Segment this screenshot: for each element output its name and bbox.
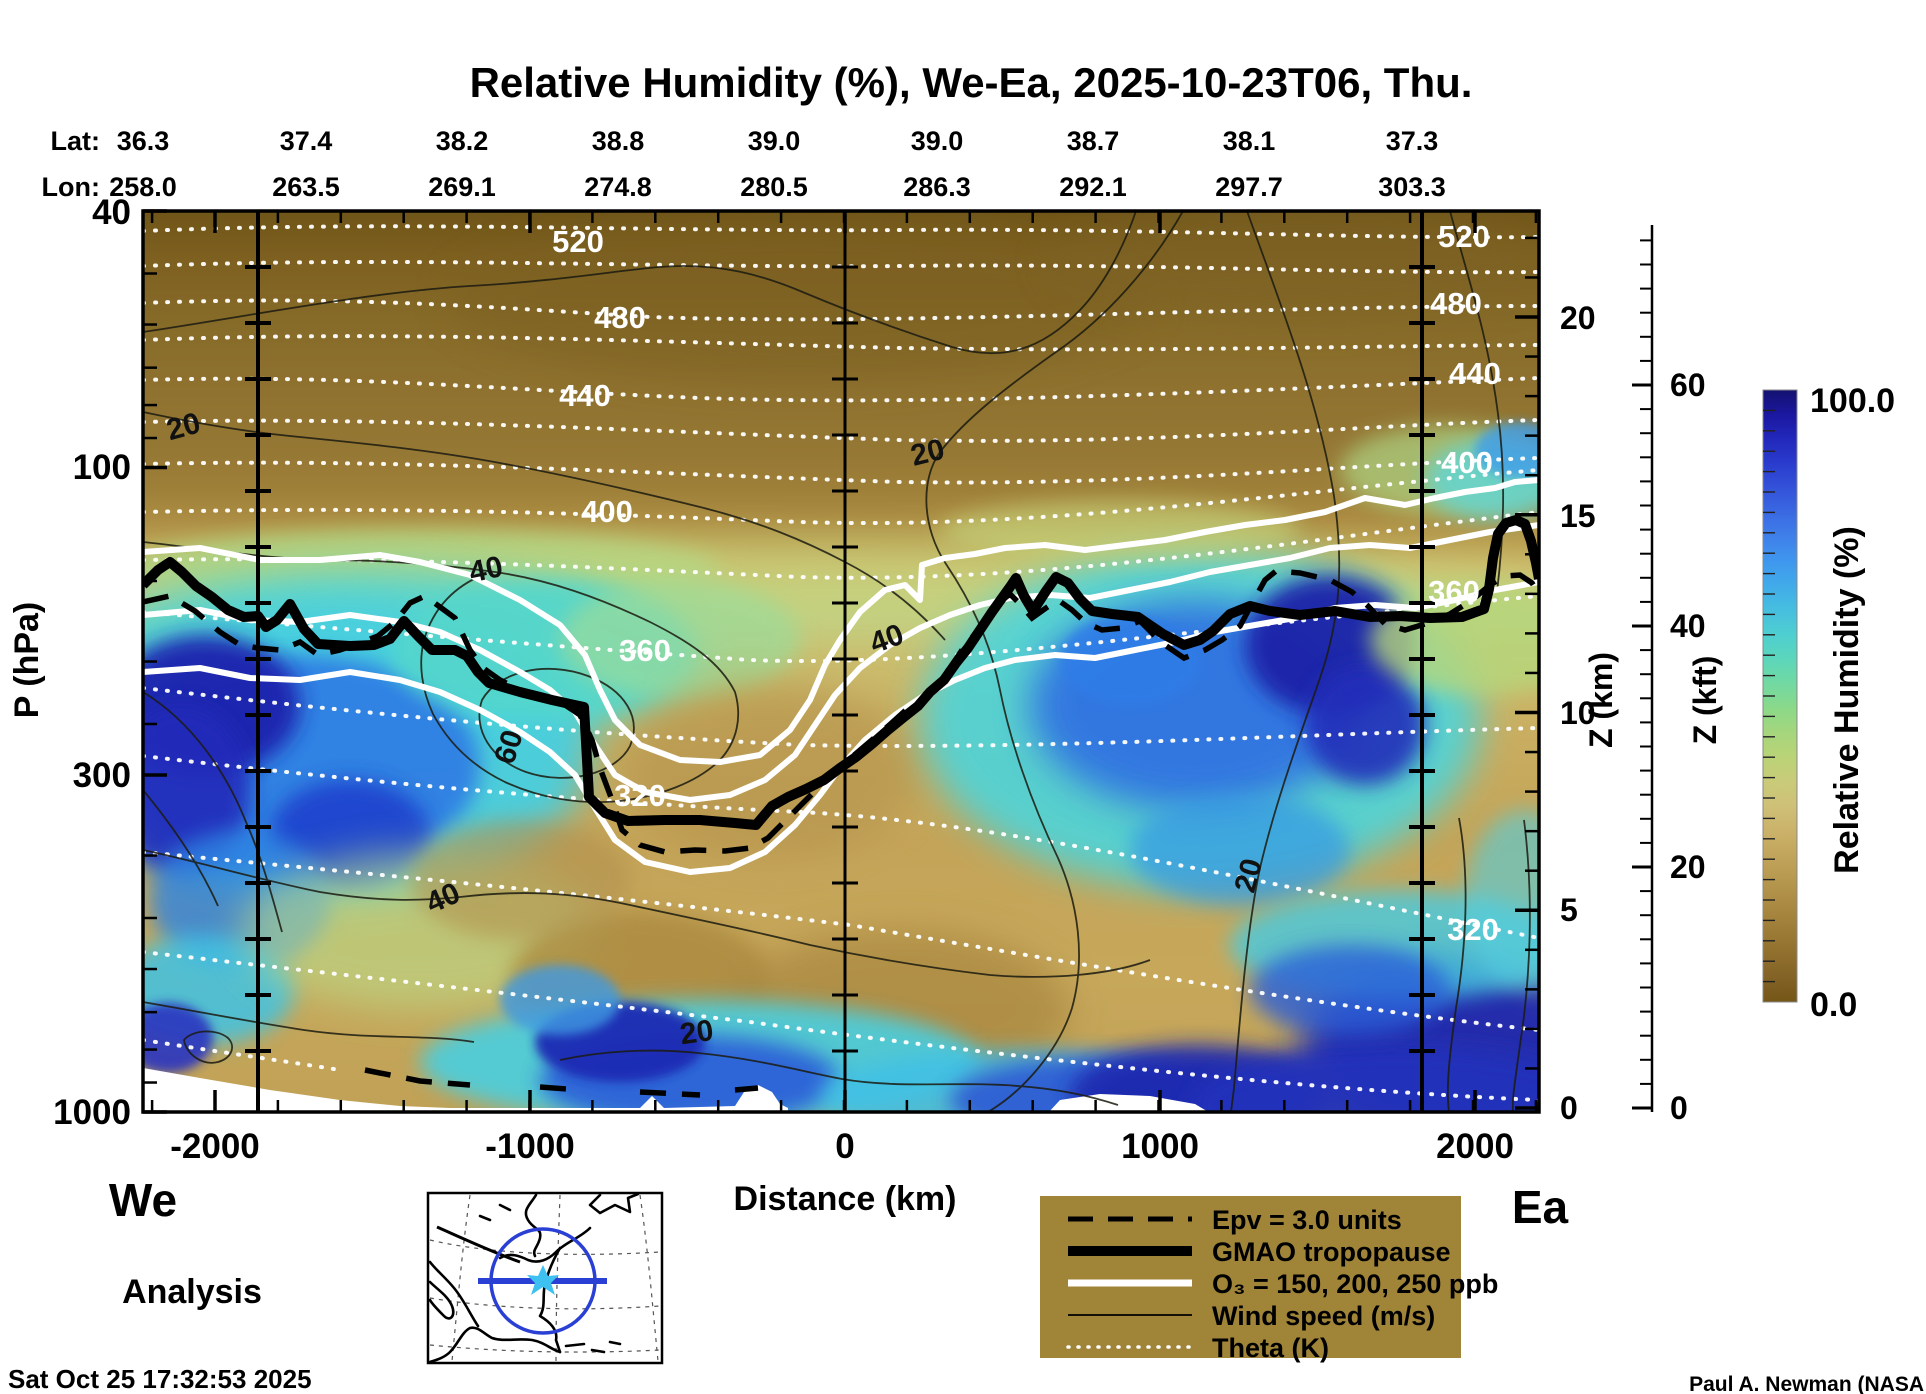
svg-text:20: 20 [678,1014,716,1051]
map-inset [426,1191,664,1365]
svg-text:5: 5 [1560,892,1578,928]
svg-text:0: 0 [835,1127,854,1166]
map-coastlines [428,1192,640,1364]
missing-data-region [143,1068,1209,1112]
svg-text:38.1: 38.1 [1223,126,1276,156]
svg-text:38.8: 38.8 [592,126,645,156]
svg-text:40: 40 [92,193,131,232]
svg-text:36.3: 36.3 [117,126,170,156]
colorbar-min: 0.0 [1810,986,1857,1024]
svg-text:320: 320 [1447,912,1499,947]
svg-text:274.8: 274.8 [584,172,652,202]
svg-text:60: 60 [1670,367,1706,403]
svg-text:297.7: 297.7 [1215,172,1283,202]
svg-text:292.1: 292.1 [1059,172,1127,202]
z-km-axis: 20 15 10 5 0 Z (km) [1560,300,1619,1126]
map-center-star [527,1265,559,1295]
legend-wind-label: Wind speed (m/s) [1212,1301,1435,1331]
timestamp: Sat Oct 25 17:32:53 2025 [8,1364,312,1394]
svg-text:-1000: -1000 [485,1127,575,1166]
svg-text:480: 480 [594,300,646,335]
map-transect-path [436,1225,521,1264]
z-kft-axis: 60 40 20 0 Z (kft) [1632,225,1723,1126]
svg-text:520: 520 [552,224,604,259]
svg-text:40: 40 [466,550,506,589]
figure-title: Relative Humidity (%), We-Ea, 2025-10-23… [470,59,1473,106]
svg-text:440: 440 [559,378,611,413]
svg-text:440: 440 [1449,356,1501,391]
west-endpoint-label: We [109,1174,177,1226]
svg-text:1000: 1000 [53,1093,131,1132]
waypoint-reference-lines [245,211,1435,1112]
humidity-field: 520 480 440 400 360 320 520 480 440 400 … [143,211,1539,1112]
tropopause-line [143,515,1539,830]
lon-row: Lon: 258.0 263.5 269.1 274.8 280.5 286.3… [42,172,1446,202]
wind-speed-contours [143,211,1531,1112]
legend-tropopause-label: GMAO tropopause [1212,1237,1451,1267]
axis-ticks [143,209,1539,1114]
svg-text:480: 480 [1430,286,1482,321]
svg-text:37.4: 37.4 [280,126,333,156]
svg-text:360: 360 [619,633,671,668]
svg-text:39.0: 39.0 [911,126,964,156]
svg-text:286.3: 286.3 [903,172,971,202]
svg-text:15: 15 [1560,498,1596,534]
svg-text:-2000: -2000 [170,1127,260,1166]
lat-row: Lat: 36.3 37.4 38.2 38.8 39.0 39.0 38.7 … [51,126,1439,156]
colorbar: 100.0 0.0 Relative Humidity (%) [1762,382,1895,1024]
svg-text:0: 0 [1670,1090,1688,1126]
svg-text:280.5: 280.5 [740,172,808,202]
east-endpoint-label: Ea [1512,1181,1569,1233]
svg-text:300: 300 [73,756,131,795]
svg-text:38.2: 38.2 [436,126,489,156]
svg-text:360: 360 [1428,574,1480,609]
credit: Paul A. Newman (NASA [1689,1373,1924,1394]
svg-text:520: 520 [1438,219,1490,254]
svg-text:269.1: 269.1 [428,172,496,202]
svg-text:263.5: 263.5 [272,172,340,202]
svg-text:20: 20 [1670,849,1706,885]
theta-contour-labels: 520 480 440 400 360 320 520 480 440 400 … [552,219,1501,947]
svg-text:2000: 2000 [1436,1127,1514,1166]
svg-text:Z (kft): Z (kft) [1687,656,1723,745]
svg-text:Distance (km): Distance (km) [734,1180,957,1218]
svg-text:258.0: 258.0 [109,172,177,202]
svg-text:100: 100 [73,448,131,487]
svg-text:0: 0 [1560,1090,1578,1126]
svg-text:303.3: 303.3 [1378,172,1446,202]
svg-text:39.0: 39.0 [748,126,801,156]
svg-text:20: 20 [1560,300,1596,336]
legend-theta-label: Theta (K) [1212,1333,1329,1363]
svg-text:Z (km): Z (km) [1583,652,1619,748]
svg-text:10: 10 [1560,695,1596,731]
colorbar-title: Relative Humidity (%) [1828,526,1866,874]
svg-text:P (hPa): P (hPa) [8,602,46,719]
svg-text:37.3: 37.3 [1386,126,1439,156]
svg-text:40: 40 [1670,608,1706,644]
svg-text:Lat:: Lat: [51,126,101,156]
svg-text:400: 400 [581,494,633,529]
analysis-label: Analysis [122,1273,262,1311]
svg-text:Lon:: Lon: [42,172,100,202]
colorbar-max: 100.0 [1810,382,1895,420]
svg-text:20: 20 [908,433,948,473]
legend-epv-label: Epv = 3.0 units [1212,1205,1402,1235]
legend: Epv = 3.0 units GMAO tropopause O₃ = 150… [1040,1196,1498,1363]
svg-text:38.7: 38.7 [1067,126,1120,156]
svg-text:320: 320 [614,778,666,813]
distance-axis: -2000 -1000 0 1000 2000 Distance (km) [170,1127,1514,1218]
legend-ozone-label: O₃ = 150, 200, 250 ppb [1212,1269,1498,1299]
svg-text:400: 400 [1441,445,1493,480]
pressure-axis: 40 100 300 1000 P (hPa) [8,193,131,1132]
svg-text:1000: 1000 [1121,1127,1199,1166]
